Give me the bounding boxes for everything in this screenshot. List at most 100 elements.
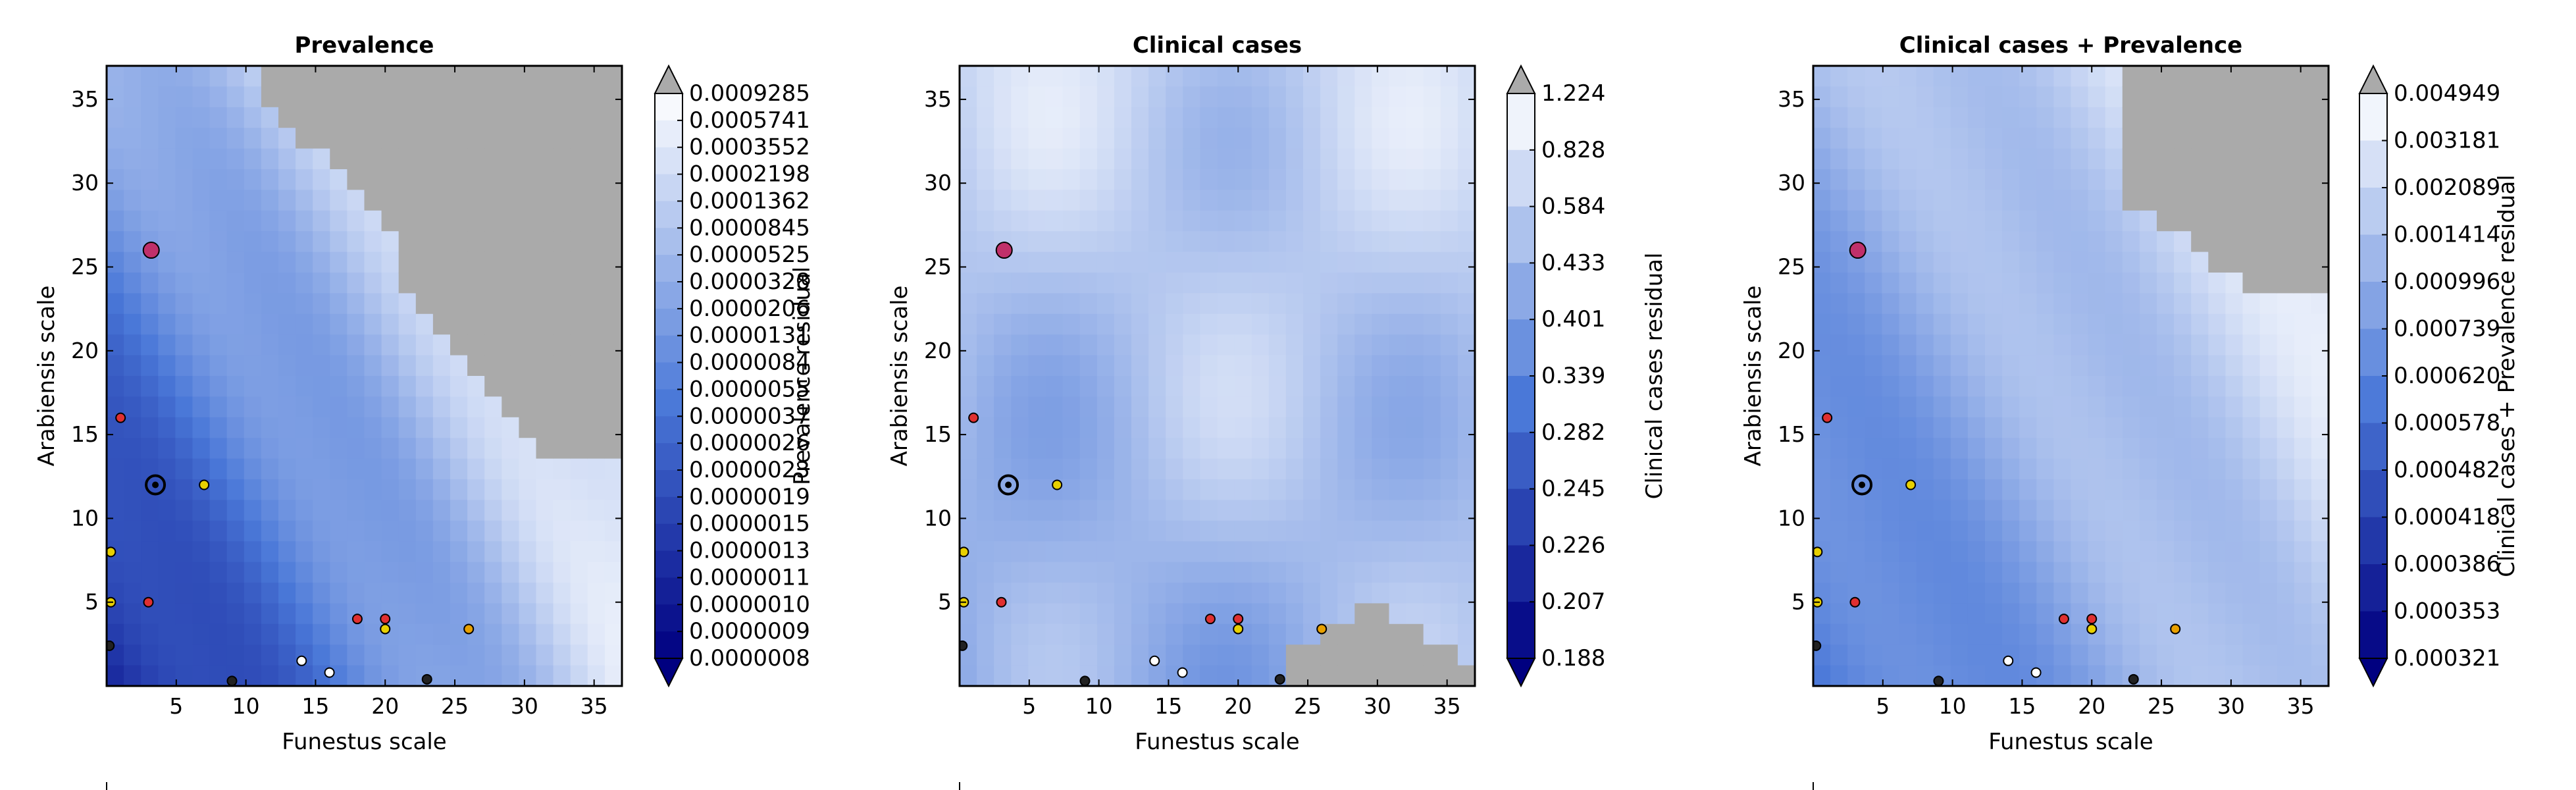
contour-cell — [1148, 376, 1166, 398]
contour-cell — [2208, 355, 2227, 377]
contour-cell — [1166, 293, 1184, 315]
colorbar-band — [2359, 376, 2387, 424]
contour-cell — [175, 479, 193, 501]
colorbar-over-triangle — [654, 64, 684, 94]
contour-cell — [1200, 458, 1218, 480]
contour-cell — [570, 231, 588, 253]
contour-cell — [2259, 190, 2278, 211]
contour-cell — [381, 500, 399, 521]
contour-cell — [2242, 107, 2261, 128]
contour-cell — [1131, 438, 1149, 460]
contour-cell — [1423, 190, 1441, 211]
contour-cell — [1200, 293, 1218, 315]
contour-cell — [2174, 645, 2192, 666]
contour-cell — [977, 210, 994, 232]
contour-cell — [432, 86, 451, 108]
contour-cell — [2277, 583, 2295, 604]
contour-cell — [1011, 396, 1029, 418]
contour-cell — [1028, 313, 1046, 335]
contour-cell — [330, 458, 348, 480]
contour-cell — [450, 355, 468, 377]
contour-cell — [2071, 376, 2089, 398]
contour-cell — [364, 500, 382, 521]
contour-cell — [1830, 562, 1848, 583]
contour-cell — [1899, 562, 1917, 583]
contour-cell — [2036, 645, 2055, 666]
contour-cell — [2088, 148, 2106, 170]
contour-cell — [1916, 479, 1934, 501]
contour-cell — [226, 355, 245, 377]
contour-cell — [278, 562, 296, 583]
contour-cell — [1372, 66, 1390, 88]
contour-cell — [1882, 273, 1900, 294]
contour-cell — [1011, 169, 1029, 191]
contour-cell — [1268, 520, 1287, 542]
contour-cell — [1967, 541, 1986, 563]
contour-cell — [330, 107, 348, 128]
contour-cell — [1148, 355, 1166, 377]
contour-cell — [1985, 355, 2003, 377]
contour-cell — [2002, 583, 2020, 604]
contour-cell — [2191, 210, 2209, 232]
contour-cell — [570, 313, 588, 335]
contour-cell — [1183, 169, 1201, 191]
contour-cell — [2259, 293, 2278, 315]
contour-cell — [1251, 417, 1270, 438]
contour-cell — [2002, 231, 2020, 253]
contour-cell — [1933, 396, 1951, 418]
contour-cell — [484, 458, 503, 480]
contour-cell — [1372, 645, 1390, 666]
contour-cell — [1011, 500, 1029, 521]
contour-cell — [2036, 438, 2055, 460]
contour-cell — [2294, 210, 2312, 232]
colorbar-band — [655, 201, 683, 228]
contour-cell — [2105, 210, 2123, 232]
contour-cell — [1882, 251, 1900, 273]
contour-cell — [261, 107, 279, 128]
contour-cell — [977, 562, 994, 583]
contour-cell — [2071, 603, 2089, 625]
contour-cell — [2311, 520, 2329, 542]
contour-cell — [2036, 623, 2055, 645]
contour-cell — [1950, 520, 1969, 542]
contour-cell — [1251, 623, 1270, 645]
best-fit-marker-center — [1859, 481, 1866, 488]
contour-cell — [2225, 562, 2244, 583]
contour-cell — [1354, 355, 1373, 377]
contour-cell — [141, 417, 159, 438]
contour-cell — [1985, 313, 2003, 335]
contour-cell — [604, 645, 622, 666]
contour-cell — [2053, 355, 2072, 377]
contour-cell — [1440, 665, 1458, 686]
contour-cell — [2208, 562, 2227, 583]
contour-cell — [415, 479, 434, 501]
contour-cell — [1899, 66, 1917, 88]
contour-cell — [2139, 210, 2157, 232]
contour-cell — [1251, 645, 1270, 666]
contour-cell — [519, 210, 537, 232]
contour-cell — [553, 396, 571, 418]
contour-cell — [2242, 251, 2261, 273]
contour-cell — [1028, 396, 1046, 418]
contour-cell — [1354, 417, 1373, 438]
contour-cell — [2191, 293, 2209, 315]
contour-cell — [1899, 376, 1917, 398]
contour-cell — [1933, 293, 1951, 315]
contour-cell — [226, 645, 245, 666]
contour-cell — [1967, 334, 1986, 356]
contour-cell — [209, 107, 228, 128]
contour-cell — [1916, 231, 1934, 253]
contour-cell — [1423, 623, 1441, 645]
contour-cell — [2002, 417, 2020, 438]
contour-cell — [587, 86, 605, 108]
contour-cell — [432, 458, 451, 480]
contour-cell — [2259, 665, 2278, 686]
contour-cell — [1950, 128, 1969, 149]
contour-cell — [347, 583, 365, 604]
contour-cell — [2294, 562, 2312, 583]
contour-cell — [553, 313, 571, 335]
contour-cell — [1166, 334, 1184, 356]
contour-cell — [192, 438, 211, 460]
contour-cell — [2208, 645, 2227, 666]
contour-cell — [467, 479, 485, 501]
